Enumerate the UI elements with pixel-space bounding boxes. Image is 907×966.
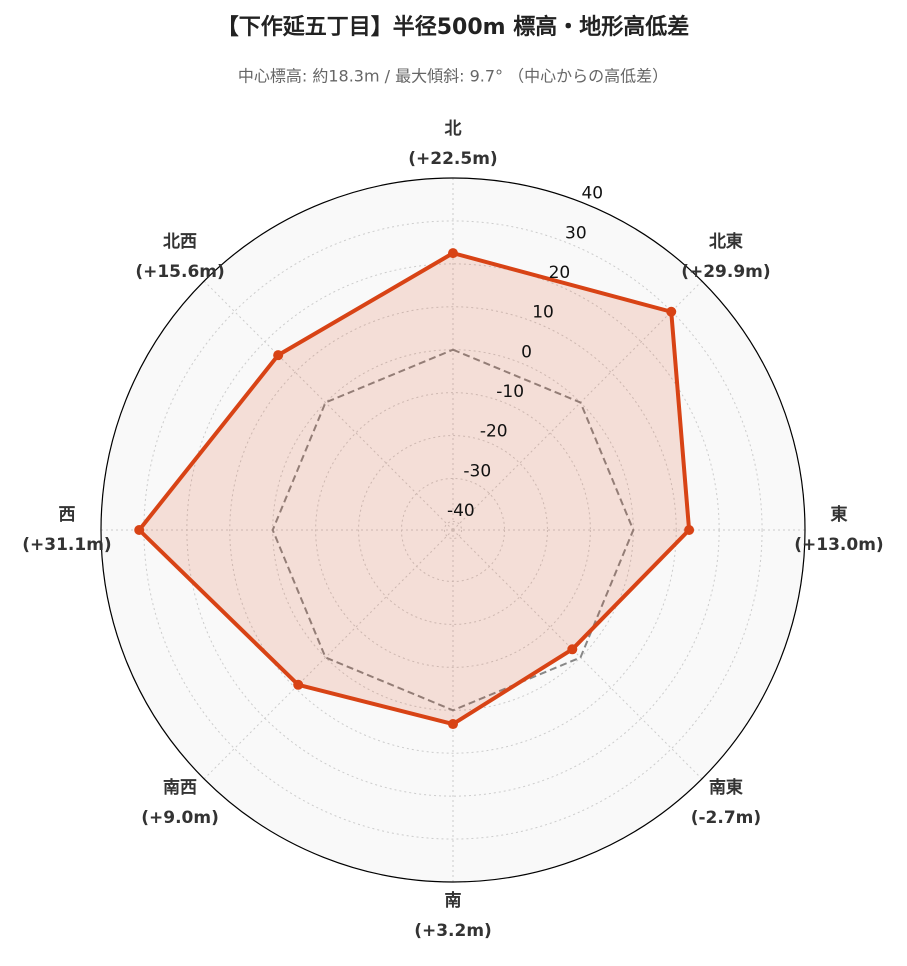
value-label: (+29.9m) xyxy=(681,262,770,282)
grid-circle xyxy=(315,392,591,668)
value-label: (+3.2m) xyxy=(414,921,492,941)
spoke xyxy=(203,529,454,780)
r-tick-label: 10 xyxy=(532,303,554,323)
r-tick-label: 40 xyxy=(581,184,603,204)
spoke xyxy=(452,280,703,531)
category-label: 南 xyxy=(445,890,462,911)
data-point xyxy=(684,525,695,535)
data-point xyxy=(567,644,578,655)
r-tick-label: -40 xyxy=(447,501,475,521)
value-label: (+31.1m) xyxy=(22,535,111,555)
value-label: (+22.5m) xyxy=(408,149,497,169)
reference-line xyxy=(271,348,635,712)
data-point xyxy=(666,306,677,317)
data-point xyxy=(134,525,145,535)
category-label: 北 xyxy=(445,119,462,139)
chart-subtitle: 中心標高: 約18.3m / 最大傾斜: 9.7° （中心からの高低差） xyxy=(238,67,668,86)
category-label: 北東 xyxy=(709,231,743,252)
category-label: 南東 xyxy=(709,777,743,798)
spoke xyxy=(452,529,703,780)
grid-circle xyxy=(443,520,463,540)
chart-title: 【下作延五丁目】半径500m 標高・地形高低差 xyxy=(217,14,690,40)
value-label: (+15.6m) xyxy=(135,262,224,282)
r-tick-label: -10 xyxy=(496,382,524,402)
grid-circle xyxy=(229,306,677,754)
category-label: 西 xyxy=(59,505,76,525)
r-tick-label: 30 xyxy=(565,223,587,243)
data-point xyxy=(448,248,458,259)
r-tick-label: -30 xyxy=(463,461,491,481)
r-tick-label: 0 xyxy=(521,342,532,362)
data-point xyxy=(273,350,284,361)
data-point xyxy=(448,719,458,730)
value-label: (+13.0m) xyxy=(794,535,883,555)
category-label: 北西 xyxy=(163,232,197,252)
grid-circle xyxy=(358,435,548,625)
value-label: (-2.7m) xyxy=(691,808,761,828)
value-label: (+9.0m) xyxy=(141,808,219,828)
r-tick-label: 20 xyxy=(549,263,571,283)
data-point xyxy=(293,679,304,690)
category-label: 南西 xyxy=(163,777,197,798)
outer-circle xyxy=(100,177,806,883)
category-label: 東 xyxy=(831,504,848,525)
r-tick-label: -20 xyxy=(480,422,508,442)
spoke xyxy=(203,280,454,531)
